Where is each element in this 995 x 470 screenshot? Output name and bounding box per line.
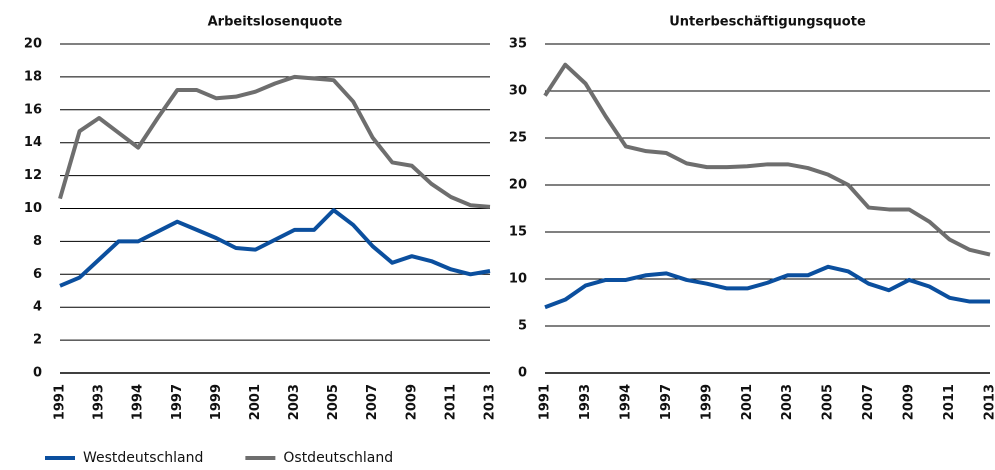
x-tick-label: 1994 xyxy=(131,384,146,420)
x-tick-label: 2009 xyxy=(404,384,419,420)
y-tick-label: 14 xyxy=(24,135,42,150)
legend-label: Ostdeutschland xyxy=(283,450,393,466)
x-tick-label: 2005 xyxy=(326,384,341,420)
y-tick-label: 20 xyxy=(24,37,42,52)
y-tick-label: 25 xyxy=(509,131,527,146)
x-tick-label: 1999 xyxy=(209,384,224,420)
x-tick-label: 2007 xyxy=(365,384,380,420)
y-tick-label: 30 xyxy=(509,84,527,99)
series-line xyxy=(58,74,491,209)
x-tick-label: 2013 xyxy=(983,384,995,420)
y-tick-label: 15 xyxy=(509,225,527,240)
x-tick-label: 1999 xyxy=(699,384,714,420)
y-tick-label: 6 xyxy=(33,267,42,282)
x-tick-label: 1997 xyxy=(170,384,185,420)
y-tick-label: 18 xyxy=(24,69,42,84)
y-tick-label: 35 xyxy=(509,37,527,52)
chart-title: Arbeitslosenquote xyxy=(208,15,343,30)
y-tick-label: 10 xyxy=(509,272,527,287)
x-tick-label: 2013 xyxy=(483,384,498,420)
x-tick-label: 2001 xyxy=(248,384,263,420)
x-tick-label: 1993 xyxy=(578,384,593,420)
chart-title: Unterbeschäftigungsquote xyxy=(669,15,866,30)
y-tick-label: 2 xyxy=(33,333,42,348)
y-tick-label: 5 xyxy=(518,319,527,334)
x-tick-label: 2011 xyxy=(443,384,458,420)
x-tick-label: 2005 xyxy=(821,384,836,420)
x-tick-label: 2001 xyxy=(740,384,755,420)
x-tick-label: 2007 xyxy=(861,384,876,420)
x-tick-label: 1991 xyxy=(53,384,68,420)
y-tick-label: 10 xyxy=(24,201,42,216)
y-tick-label: 4 xyxy=(33,300,42,315)
x-tick-label: 1997 xyxy=(659,384,674,420)
legend-label: Westdeutschland xyxy=(83,450,203,466)
x-tick-label: 1993 xyxy=(92,384,107,420)
series-line xyxy=(543,62,991,257)
series-line xyxy=(59,208,491,288)
x-tick-label: 2011 xyxy=(942,384,957,420)
x-tick-label: 2003 xyxy=(780,384,795,420)
y-tick-label: 0 xyxy=(33,366,42,381)
series-line xyxy=(544,264,990,310)
x-tick-label: 1994 xyxy=(618,384,633,420)
x-tick-label: 1991 xyxy=(538,384,553,420)
x-tick-label: 2009 xyxy=(902,384,917,420)
x-tick-label: 2003 xyxy=(287,384,302,420)
y-tick-label: 16 xyxy=(24,102,42,117)
y-tick-label: 8 xyxy=(33,234,42,249)
y-tick-label: 12 xyxy=(24,168,42,183)
y-tick-label: 0 xyxy=(518,366,527,381)
y-tick-label: 20 xyxy=(509,178,527,193)
